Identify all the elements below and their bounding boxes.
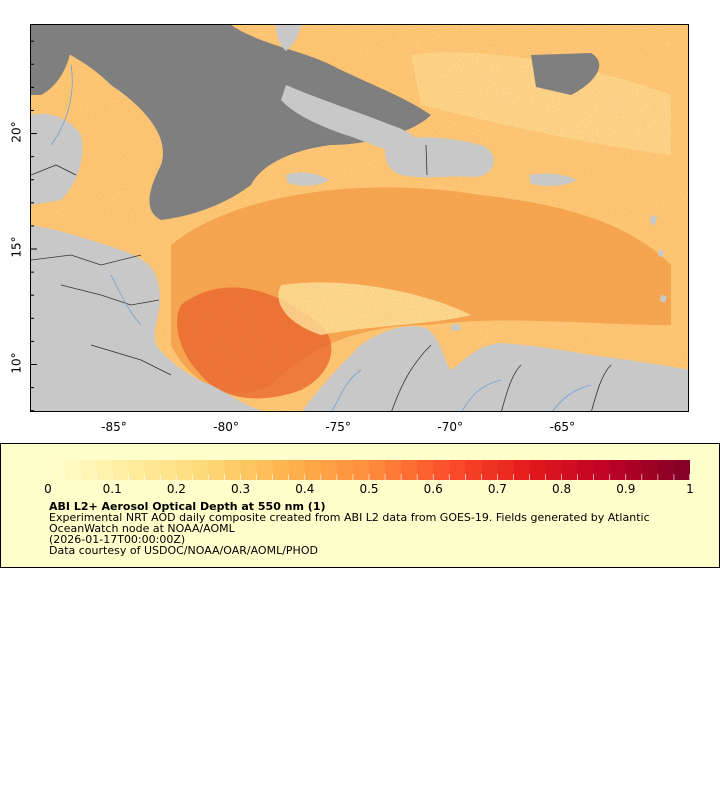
legend-date: (2026-01-17T00:00:00Z) xyxy=(49,533,186,546)
legend-text: ABI L2+ Aerosol Optical Depth at 550 nm … xyxy=(49,501,689,556)
colorbar-segment xyxy=(304,460,322,480)
colorbar-segment xyxy=(609,460,627,480)
colorbar-segment xyxy=(192,460,209,480)
land-central-south-america xyxy=(31,225,263,411)
colorbar-tick-label: 0.4 xyxy=(295,482,315,496)
colorbar-segment xyxy=(529,460,547,480)
colorbar-tick-label: 0.1 xyxy=(102,482,122,496)
colorbar-segment xyxy=(112,460,129,480)
colorbar-segment xyxy=(80,460,97,480)
lat-tick-label: 15° xyxy=(9,236,24,258)
map-frame[interactable] xyxy=(30,24,689,412)
colorbar-segment xyxy=(673,460,690,480)
colorbar-segment xyxy=(208,460,226,480)
colorbar-segment xyxy=(64,460,81,480)
lon-tick-label: -65° xyxy=(549,420,576,434)
colorbar-segment xyxy=(48,460,65,480)
lat-tick-label: 20° xyxy=(9,120,24,143)
colorbar-segment xyxy=(641,460,659,480)
colorbar-tick-label: 0.7 xyxy=(487,482,507,496)
colorbar-segment xyxy=(513,460,530,480)
lon-tick-label: -85° xyxy=(101,420,127,434)
colorbar-segment xyxy=(417,460,434,480)
legend-description: Experimental NRT AOD daily composite cre… xyxy=(49,511,650,535)
colorbar-segment xyxy=(256,460,274,480)
legend-title: ABI L2+ Aerosol Optical Depth at 550 nm … xyxy=(49,500,326,513)
colorbar-segment xyxy=(433,460,450,480)
land-florida xyxy=(276,25,301,51)
colorbar-tick-label: 0.2 xyxy=(166,482,186,496)
colorbar-segment xyxy=(577,460,595,480)
colorbar-segment xyxy=(625,460,643,480)
colorbar-segment xyxy=(497,460,514,480)
colorbar-segment xyxy=(224,460,242,480)
colorbar-segment xyxy=(160,460,177,480)
colorbar-segment xyxy=(144,460,161,480)
colorbar-segment xyxy=(336,460,354,480)
colorbar-tick-label: 0 xyxy=(44,482,52,496)
country-borders xyxy=(31,144,612,411)
colorbar-segment xyxy=(128,460,145,480)
colorbar-segment xyxy=(401,460,418,480)
colorbar-tick-label: 1 xyxy=(686,482,694,496)
land-hispaniola xyxy=(385,137,494,178)
colorbar-tick-label: 0.5 xyxy=(359,482,379,496)
colorbar-segment xyxy=(352,460,370,480)
land-cuba xyxy=(281,85,420,155)
legend-credit: Data courtesy of USDOC/NOAA/OAR/AOML/PHO… xyxy=(49,544,318,557)
colorbar-segment xyxy=(96,460,113,480)
colorbar-segment xyxy=(449,460,466,480)
colorbar-segment xyxy=(240,460,258,480)
colorbar-segment xyxy=(320,460,338,480)
lon-tick-label: -70° xyxy=(437,420,463,434)
colorbar-segment xyxy=(369,460,386,480)
colorbar xyxy=(48,460,690,480)
land-yucatan xyxy=(31,113,83,205)
lon-tick-label: -80° xyxy=(213,420,239,434)
land-south-america xyxy=(302,326,688,411)
no-data-northeast xyxy=(531,53,600,95)
colorbar-segment xyxy=(288,460,306,480)
colorbar-tick-label: 0.3 xyxy=(231,482,251,496)
no-data-west xyxy=(31,25,72,95)
no-data-gulf xyxy=(51,25,431,220)
rivers xyxy=(50,64,592,411)
colorbar-segment xyxy=(481,460,498,480)
colorbar-tick-label: 0.6 xyxy=(423,482,443,496)
colorbar-segment xyxy=(657,460,675,480)
colorbar-segment xyxy=(176,460,193,480)
colorbar-segment xyxy=(385,460,402,480)
lat-tick-label: 10° xyxy=(9,351,24,374)
land-puerto-rico xyxy=(529,173,576,186)
lat-tick-marks xyxy=(31,40,37,411)
colorbar-segment xyxy=(593,460,611,480)
legend-panel: 0 0.1 0.2 0.3 0.4 0.5 0.6 0.7 0.8 0.9 1 ABI L2+ Ae… xyxy=(0,443,720,568)
colorbar-tick-label: 0.8 xyxy=(552,482,572,496)
colorbar-segment xyxy=(545,460,563,480)
colorbar-segment xyxy=(465,460,482,480)
colorbar-tick-label: 0.9 xyxy=(616,482,636,496)
colorbar-segment xyxy=(272,460,290,480)
colorbar-segment xyxy=(561,460,579,480)
aod-map[interactable] xyxy=(31,25,689,412)
land-jamaica xyxy=(286,172,329,186)
lon-tick-label: -75° xyxy=(325,420,351,434)
